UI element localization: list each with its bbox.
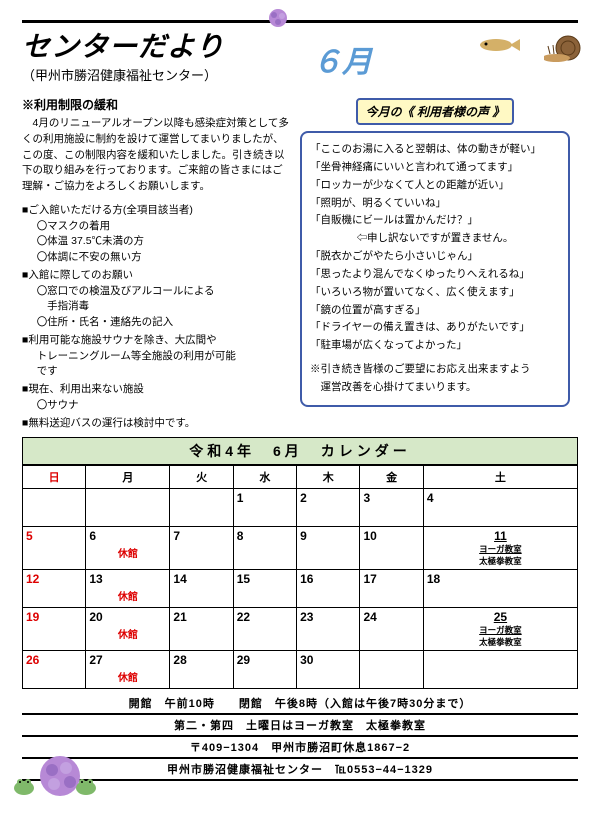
calendar-cell: 11ヨーガ教室太極拳教室 — [423, 527, 577, 570]
section-title: ※利用制限の緩和 — [22, 96, 290, 114]
calendar-cell: 24 — [360, 608, 423, 651]
calendar-cell: 16 — [297, 570, 360, 608]
bullet: ■無料送迎バスの運行は検討中です。 — [22, 416, 290, 432]
calendar-day-header: 土 — [423, 466, 577, 489]
calendar-day-header: 月 — [86, 466, 170, 489]
calendar-cell — [423, 651, 577, 689]
voice-box: 「ここのお湯に入ると翌朝は、体の動きが軽い」 「坐骨神経痛にいいと言われて通って… — [300, 131, 570, 407]
voice-line: 「思ったより混んでなくゆったりへえれるね」 — [310, 266, 560, 284]
voice-line: 「鏡の位置が高すぎる」 — [310, 302, 560, 320]
bullet-sub: 〇マスクの着用 — [22, 219, 290, 235]
snail-icon — [544, 30, 586, 64]
calendar-day-header: 水 — [233, 466, 296, 489]
calendar-cell — [86, 489, 170, 527]
voice-title: 今月の《 利用者様の声 》 — [300, 98, 570, 125]
section-body: 4月のリニューアルオープン以降も感染症対策として多くの利用施設に制約を設けて運営… — [22, 116, 290, 195]
calendar-cell: 17 — [360, 570, 423, 608]
frog-hydrangea-icon — [8, 746, 98, 802]
calendar-cell: 4 — [423, 489, 577, 527]
calendar-cell: 21 — [170, 608, 233, 651]
calendar-cell: 6休館 — [86, 527, 170, 570]
calendar-cell: 20休館 — [86, 608, 170, 651]
voice-footer: 運営改善を心掛けてまいります。 — [310, 379, 560, 397]
voice-line: 「坐骨神経痛にいいと言われて通ってます」 — [310, 159, 560, 177]
bullet-sub: 〇サウナ — [22, 398, 290, 414]
calendar-day-header: 金 — [360, 466, 423, 489]
calendar-cell: 23 — [297, 608, 360, 651]
calendar-cell — [170, 489, 233, 527]
bullet-sub: 手指消毒 — [22, 299, 290, 315]
footer-info: 開館 午前10時 閉館 午後8時（入館は午後7時30分まで） 第二・第四 土曜日… — [22, 693, 578, 781]
newsletter-title: センターだより — [22, 25, 224, 65]
calendar-cell: 5 — [23, 527, 86, 570]
calendar-cell: 22 — [233, 608, 296, 651]
voice-line: 「ドライヤーの備え置きは、ありがたいです」 — [310, 319, 560, 337]
bullet-sub: 〇窓口での検温及びアルコールによる — [22, 284, 290, 300]
bullet: ■利用可能な施設サウナを除き、大広間や — [22, 333, 290, 349]
calendar-day-header: 日 — [23, 466, 86, 489]
calendar-cell: 26 — [23, 651, 86, 689]
voice-line: 「照明が、明るくていいね」 — [310, 195, 560, 213]
calendar-cell — [360, 651, 423, 689]
calendar-cell: 1 — [233, 489, 296, 527]
voice-line: 「駐車場が広くなってよかった」 — [310, 337, 560, 355]
center-name: （甲州市勝沼健康福祉センター） — [22, 65, 224, 84]
calendar-cell: 15 — [233, 570, 296, 608]
bullet: ■ご入館いただける方(全項目該当者) — [22, 203, 290, 219]
calendar-day-header: 木 — [297, 466, 360, 489]
bullet-sub: 〇住所・氏名・連絡先の記入 — [22, 315, 290, 331]
calendar-cell: 27休館 — [86, 651, 170, 689]
right-column: 今月の《 利用者様の声 》 「ここのお湯に入ると翌朝は、体の動きが軽い」 「坐骨… — [300, 92, 570, 431]
calendar-cell — [23, 489, 86, 527]
voice-footer: ※引き続き皆様のご要望にお応え出来ますよう — [310, 361, 560, 379]
bullet-sub: 〇体温 37.5℃未満の方 — [22, 234, 290, 250]
bullet: ■現在、利用出来ない施設 — [22, 382, 290, 398]
hydrangea-icon — [268, 8, 288, 28]
voice-reply: ⇦申し訳ないですが置きません。 — [310, 230, 560, 248]
bullet-sub: 〇体調に不安の無い方 — [22, 250, 290, 266]
calendar-cell: 13休館 — [86, 570, 170, 608]
calendar-day-header: 火 — [170, 466, 233, 489]
calendar-cell: 28 — [170, 651, 233, 689]
calendar-cell: 18 — [423, 570, 577, 608]
calendar-cell: 9 — [297, 527, 360, 570]
voice-line: 「脱衣かごがやたら小さいじゃん」 — [310, 248, 560, 266]
calendar-cell: 10 — [360, 527, 423, 570]
bullet-sub: です — [22, 364, 290, 380]
calendar-cell: 8 — [233, 527, 296, 570]
bullet-sub: トレーニングルーム等全施設の利用が可能 — [22, 349, 290, 365]
calendar-cell: 30 — [297, 651, 360, 689]
calendar-cell: 7 — [170, 527, 233, 570]
calendar-table: 日月火水木金土 123456休館7891011ヨーガ教室太極拳教室1213休館1… — [22, 465, 578, 689]
voice-line: 「自販機にビールは置かんだけ？」 — [310, 212, 560, 230]
bullet: ■入館に際してのお願い — [22, 268, 290, 284]
left-column: ※利用制限の緩和 4月のリニューアルオープン以降も感染症対策として多くの利用施設… — [22, 92, 290, 431]
voice-line: 「いろいろ物が置いてなく、広く使えます」 — [310, 284, 560, 302]
voice-line: 「ここのお湯に入ると翌朝は、体の動きが軽い」 — [310, 141, 560, 159]
month-label: ６月 — [312, 37, 372, 81]
calendar-cell: 2 — [297, 489, 360, 527]
calendar-cell: 25ヨーガ教室太極拳教室 — [423, 608, 577, 651]
calendar-cell: 29 — [233, 651, 296, 689]
calendar-cell: 3 — [360, 489, 423, 527]
voice-line: 「ロッカーが少なくて人との距離が近い」 — [310, 177, 560, 195]
calendar-cell: 19 — [23, 608, 86, 651]
fish-icon — [476, 36, 522, 54]
calendar-cell: 14 — [170, 570, 233, 608]
calendar: 令和4年 6月 カレンダー 日月火水木金土 123456休館7891011ヨーガ… — [22, 437, 578, 689]
calendar-cell: 12 — [23, 570, 86, 608]
calendar-title: 令和4年 6月 カレンダー — [22, 437, 578, 465]
